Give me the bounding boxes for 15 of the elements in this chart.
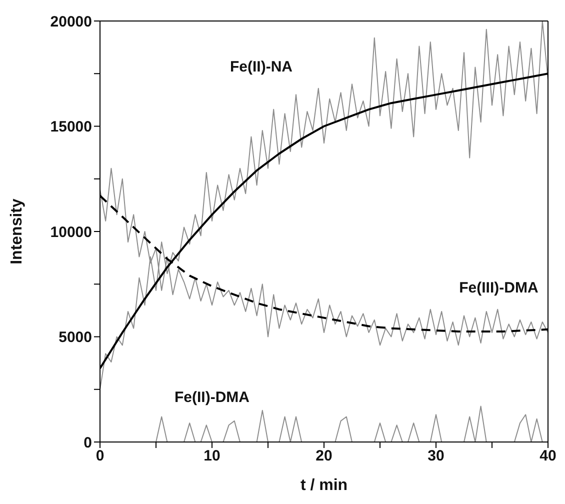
series-label: Fe(II)-DMA bbox=[174, 388, 250, 406]
x-tick-label: 40 bbox=[540, 448, 556, 465]
y-axis-title: Intensity bbox=[8, 198, 26, 264]
series-label: Fe(III)-DMA bbox=[459, 279, 538, 296]
y-tick-label: 20000 bbox=[50, 13, 92, 30]
x-tick-label: 20 bbox=[316, 448, 332, 465]
y-tick-label: 10000 bbox=[50, 224, 92, 241]
y-tick-label: 5000 bbox=[58, 329, 92, 346]
series-label: Fe(II)-NA bbox=[230, 58, 293, 76]
y-tick-label: 0 bbox=[84, 434, 92, 452]
y-tick-label: 15000 bbox=[50, 118, 92, 136]
x-tick-label: 0 bbox=[96, 448, 104, 465]
x-axis-title: t / min bbox=[300, 477, 348, 494]
x-tick-label: 10 bbox=[204, 448, 220, 465]
x-tick-label: 30 bbox=[428, 448, 444, 465]
